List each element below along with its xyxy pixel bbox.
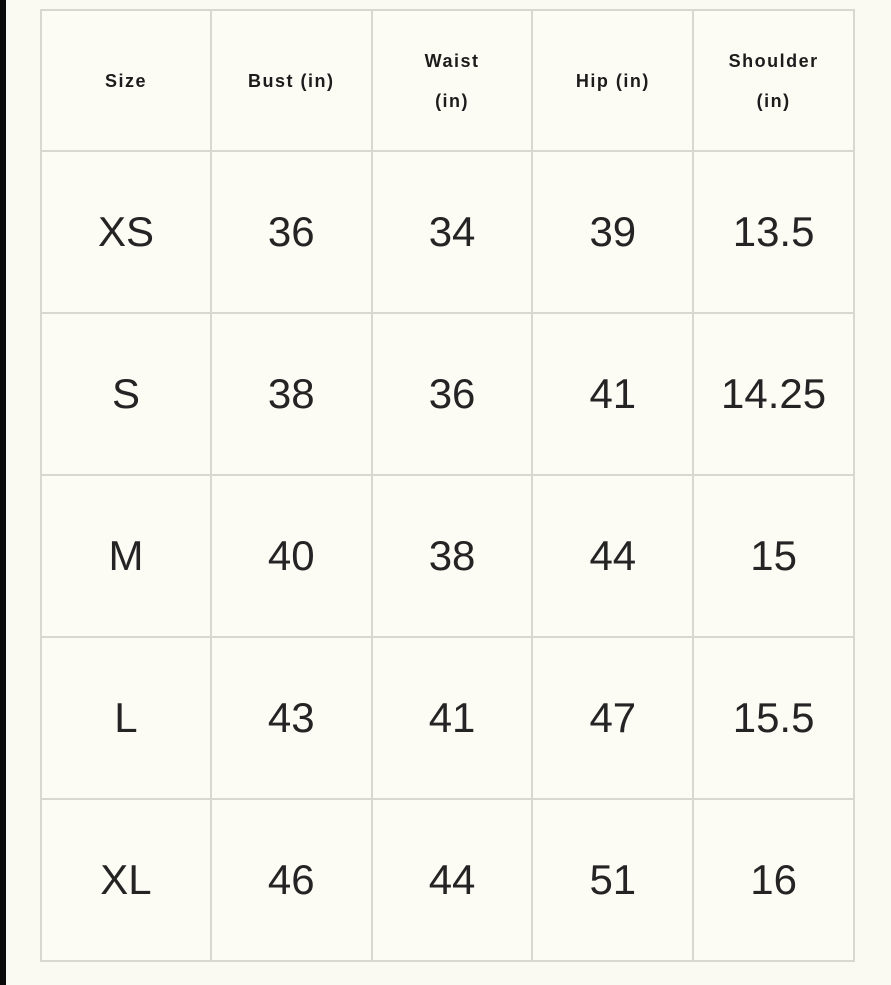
measurement-cell: 38 [209, 312, 373, 476]
left-frame-bar [0, 0, 6, 985]
measurement-cell: 15 [692, 474, 855, 638]
column-header-shoulder: Shoulder (in) [692, 9, 855, 152]
measurement-cell: 34 [370, 150, 534, 314]
column-header-hip: Hip (in) [531, 9, 695, 152]
measurement-cell: 43 [209, 636, 373, 800]
measurement-cell: 39 [531, 150, 695, 314]
table-row: XS 36 34 39 13.5 [40, 150, 855, 314]
measurement-cell: 15.5 [692, 636, 855, 800]
measurement-cell: 46 [209, 798, 373, 962]
table-row: S 38 36 41 14.25 [40, 312, 855, 476]
table-row: L 43 41 47 15.5 [40, 636, 855, 800]
column-header-label: Size [104, 70, 147, 91]
measurement-cell: 40 [209, 474, 373, 638]
table-row: M 40 38 44 15 [40, 474, 855, 638]
measurement-cell: 41 [531, 312, 695, 476]
size-chart-body: XS 36 34 39 13.5 S 38 36 41 14.25 M 40 38 44 15 L 43 41 47… [40, 150, 855, 962]
measurement-cell: 14.25 [692, 312, 855, 476]
size-chart-panel: Size Bust (in) Waist (in) Hip (in) Shoulder (i… [40, 9, 855, 962]
column-header-label: Shoulder [728, 50, 819, 71]
table-row: XL 46 44 51 16 [40, 798, 855, 962]
measurement-cell: 47 [531, 636, 695, 800]
column-header-label: Hip (in) [575, 70, 650, 91]
measurement-cell: 36 [370, 312, 534, 476]
column-header-waist: Waist (in) [370, 9, 534, 152]
measurement-cell: 44 [531, 474, 695, 638]
size-chart-table: Size Bust (in) Waist (in) Hip (in) Shoulder (i… [40, 9, 855, 962]
measurement-cell: 16 [692, 798, 855, 962]
measurement-cell: 13.5 [692, 150, 855, 314]
size-label-cell: M [40, 474, 212, 638]
header-row: Size Bust (in) Waist (in) Hip (in) Shoulder (i… [40, 9, 855, 152]
measurement-cell: 38 [370, 474, 534, 638]
measurement-cell: 51 [531, 798, 695, 962]
column-header-label: Waist [424, 50, 480, 71]
measurement-cell: 41 [370, 636, 534, 800]
size-label-cell: XL [40, 798, 212, 962]
column-header-label: (in) [756, 90, 791, 111]
measurement-cell: 36 [209, 150, 373, 314]
column-header-bust: Bust (in) [209, 9, 373, 152]
size-chart-header: Size Bust (in) Waist (in) Hip (in) Shoulder (i… [40, 9, 855, 152]
size-label-cell: XS [40, 150, 212, 314]
measurement-cell: 44 [370, 798, 534, 962]
size-label-cell: L [40, 636, 212, 800]
column-header-label: (in) [435, 90, 470, 111]
column-header-label: Bust (in) [248, 70, 335, 91]
column-header-size: Size [40, 9, 212, 152]
size-label-cell: S [40, 312, 212, 476]
